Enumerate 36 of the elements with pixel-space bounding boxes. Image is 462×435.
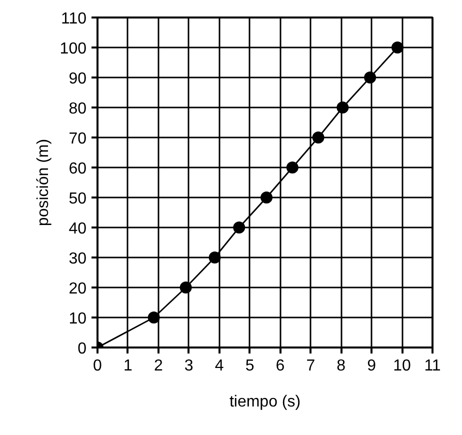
y-tick-label: 30 bbox=[68, 250, 87, 268]
y-tick-label: 70 bbox=[68, 130, 87, 148]
y-tick-label: 100 bbox=[60, 40, 87, 58]
y-tick-label: 40 bbox=[68, 220, 87, 238]
point bbox=[364, 72, 376, 84]
y-tick-label: 20 bbox=[68, 280, 87, 298]
y-tick-label: 10 bbox=[68, 310, 87, 328]
y-tick-label: 60 bbox=[68, 160, 87, 178]
point bbox=[233, 222, 246, 234]
y-tick-label: 80 bbox=[68, 100, 87, 118]
point bbox=[180, 282, 192, 294]
y-tick-label: 50 bbox=[68, 190, 87, 208]
x-axis-title: tiempo (s) bbox=[229, 394, 301, 410]
point bbox=[312, 132, 324, 144]
y-tick-label: 0 bbox=[78, 340, 87, 358]
point bbox=[260, 192, 273, 204]
x-tick-label: 7 bbox=[306, 358, 316, 374]
x-tick-label: 0 bbox=[93, 358, 102, 374]
x-tick-label: 8 bbox=[336, 358, 346, 374]
point bbox=[391, 42, 404, 54]
x-tick-label: 5 bbox=[245, 358, 254, 374]
x-tick-label: 9 bbox=[367, 358, 376, 374]
y-axis-title: posición (m) bbox=[34, 138, 52, 226]
x-tick-label: 3 bbox=[184, 358, 194, 374]
x-tick-label: 4 bbox=[214, 358, 224, 374]
x-tick-label: 11 bbox=[424, 358, 441, 374]
y-tick-label: 110 bbox=[60, 10, 87, 28]
x-tick-label: 1 bbox=[124, 358, 133, 374]
x-tick-label: 6 bbox=[276, 358, 285, 374]
point bbox=[336, 102, 349, 114]
y-tick-label: 90 bbox=[68, 70, 87, 88]
point bbox=[148, 312, 160, 324]
x-tick-label: 2 bbox=[154, 358, 163, 374]
x-tick-label: 10 bbox=[393, 358, 412, 374]
point bbox=[208, 252, 221, 264]
point bbox=[286, 162, 298, 174]
